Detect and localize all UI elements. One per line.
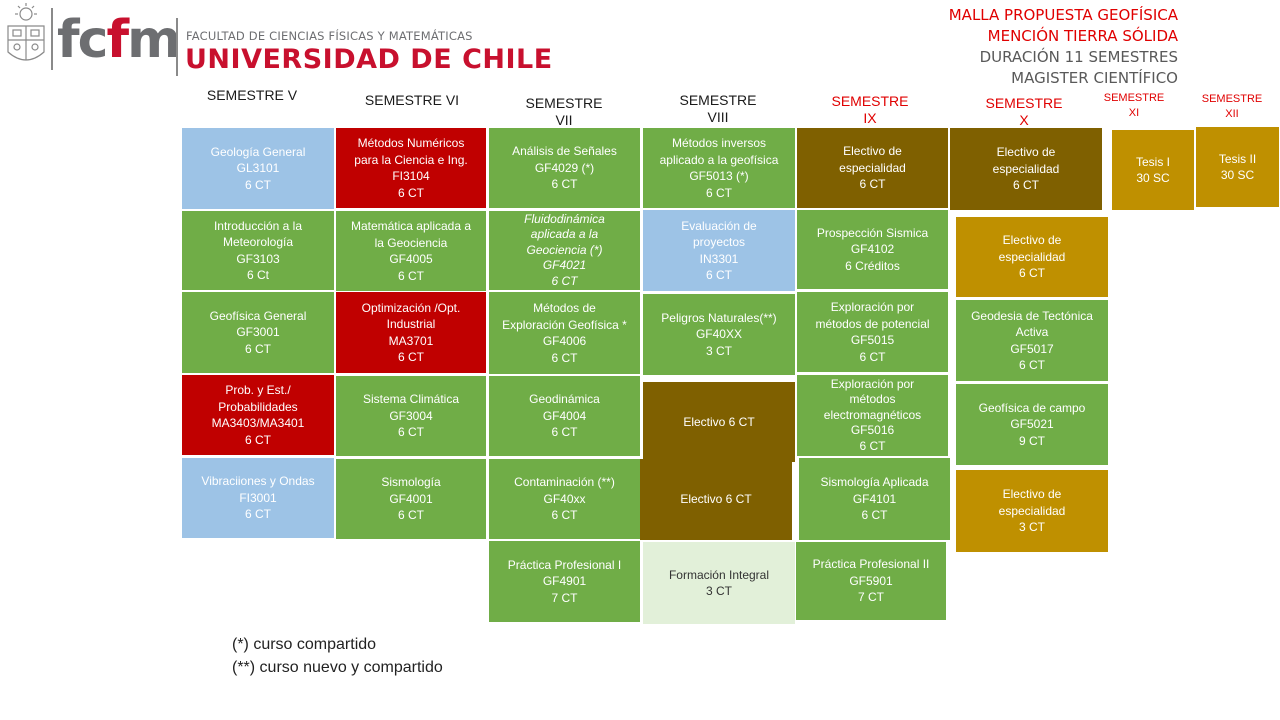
course-practica-profesional-1: Práctica Profesional I GF4901 7 CT xyxy=(489,541,640,622)
course-geofisica-general: Geofísica General GF3001 6 CT xyxy=(182,292,334,373)
course-probabilidades: Prob. y Est./ Probabilidades MA3403/MA34… xyxy=(182,375,334,455)
note-shared-course: (*) curso compartido xyxy=(232,636,377,653)
course-metodos-exploracion: Métodos de Exploración Geofísica * GF400… xyxy=(489,292,640,374)
course-tesis-1: Tesis I 30 SC xyxy=(1112,130,1194,210)
course-analisis-senales: Análisis de Señales GF4029 (*) 6 CT xyxy=(489,128,640,208)
course-sismologia: Sismología GF4001 6 CT xyxy=(336,459,486,539)
course-sismologia-aplicada: Sismología Aplicada GF4101 6 CT xyxy=(799,458,950,540)
course-sistema-climatico: Sistema Climática GF3004 6 CT xyxy=(336,376,486,456)
course-optimizacion: Optimización /Opt. Industrial MA3701 6 C… xyxy=(336,292,486,373)
logo-divider xyxy=(51,8,53,70)
semester-viii-header: SEMESTRE VIII xyxy=(679,92,757,125)
program-mention: MENCIÓN TIERRA SÓLIDA xyxy=(987,27,1178,45)
course-electivo-especialidad-x-1: Electivo de especialidad 6 CT xyxy=(950,128,1102,210)
semester-x-header: SEMESTRE X xyxy=(985,95,1063,128)
course-geofisica-campo: Geofísica de campo GF5021 9 CT xyxy=(956,384,1108,465)
course-vibraciones-ondas: Vibraciiones y Ondas FI3001 6 CT xyxy=(182,458,334,538)
semester-ix-header: SEMESTRE IX xyxy=(831,93,909,126)
semester-vii-header: SEMESTRE VII xyxy=(525,95,603,128)
fcfm-logo: fcfm xyxy=(57,10,181,70)
university-name: UNIVERSIDAD DE CHILE xyxy=(185,44,553,75)
course-metodos-inversos: Métodos inversos aplicado a la geofísica… xyxy=(643,128,795,208)
course-electivo-especialidad-ix: Electivo de especialidad 6 CT xyxy=(797,128,948,208)
course-contaminacion: Contaminación (**) GF40xx 6 CT xyxy=(489,459,640,539)
university-seal-logo xyxy=(7,3,45,61)
semester-xi-header: SEMESTRE XI xyxy=(1103,92,1165,119)
course-exploracion-potencial: Exploración por métodos de potencial GF5… xyxy=(797,292,948,372)
logo-divider-2 xyxy=(176,18,178,76)
course-electivo-1: Electivo 6 CT xyxy=(643,382,795,462)
course-evaluacion-proyectos: Evaluación de proyectos IN3301 6 CT xyxy=(643,210,795,291)
course-exploracion-electromagnetica: Exploración por métodos electromagnético… xyxy=(797,375,948,456)
program-title: MALLA PROPUESTA GEOFÍSICA xyxy=(948,6,1178,24)
logo-text-fc: fc xyxy=(57,10,108,70)
program-degree: MAGISTER CIENTÍFICO xyxy=(1011,69,1178,87)
course-electivo-especialidad-x-3: Electivo de especialidad 3 CT xyxy=(956,470,1108,552)
faculty-name: FACULTAD DE CIENCIAS FÍSICAS Y MATEMÁTIC… xyxy=(186,29,473,43)
semester-xii-header: SEMESTRE XII xyxy=(1201,93,1263,120)
course-tesis-2: Tesis II 30 SC xyxy=(1196,127,1279,207)
course-prospeccion-sismica: Prospección Sismica GF4102 6 Créditos xyxy=(797,210,948,289)
course-peligros-naturales: Peligros Naturales(**) GF40XX 3 CT xyxy=(643,294,795,375)
course-intro-meteorologia: Introducción a la Meteorología GF3103 6 … xyxy=(182,211,334,290)
logo-text-f: f xyxy=(106,10,129,70)
note-new-shared-course: (**) curso nuevo y compartido xyxy=(232,659,443,676)
course-metodos-numericos: Métodos Numéricos para la Ciencia e Ing.… xyxy=(336,128,486,208)
course-practica-profesional-2: Práctica Profesional II GF5901 7 CT xyxy=(796,542,946,620)
semester-v-header: SEMESTRE V xyxy=(206,87,298,103)
course-electivo-2: Electivo 6 CT xyxy=(640,459,792,540)
course-matematica-aplicada: Matemática aplicada a la Geociencia GF40… xyxy=(336,211,486,291)
course-geodesia-tectonica: Geodesia de Tectónica Activa GF5017 6 CT xyxy=(956,300,1108,381)
course-formacion-integral: Formación Integral 3 CT xyxy=(643,542,795,624)
course-geologia-general: Geología General GL3101 6 CT xyxy=(182,128,334,209)
course-geodinamica: Geodinámica GF4004 6 CT xyxy=(489,376,640,456)
program-duration: DURACIÓN 11 SEMESTRES xyxy=(979,48,1178,66)
course-fluidodinamica: Fluidodinámica aplicada a la Geociencia … xyxy=(489,211,640,290)
semester-vi-header: SEMESTRE VI xyxy=(364,92,460,108)
logo-text-m: m xyxy=(127,10,181,70)
course-electivo-especialidad-x-2: Electivo de especialidad 6 CT xyxy=(956,217,1108,297)
